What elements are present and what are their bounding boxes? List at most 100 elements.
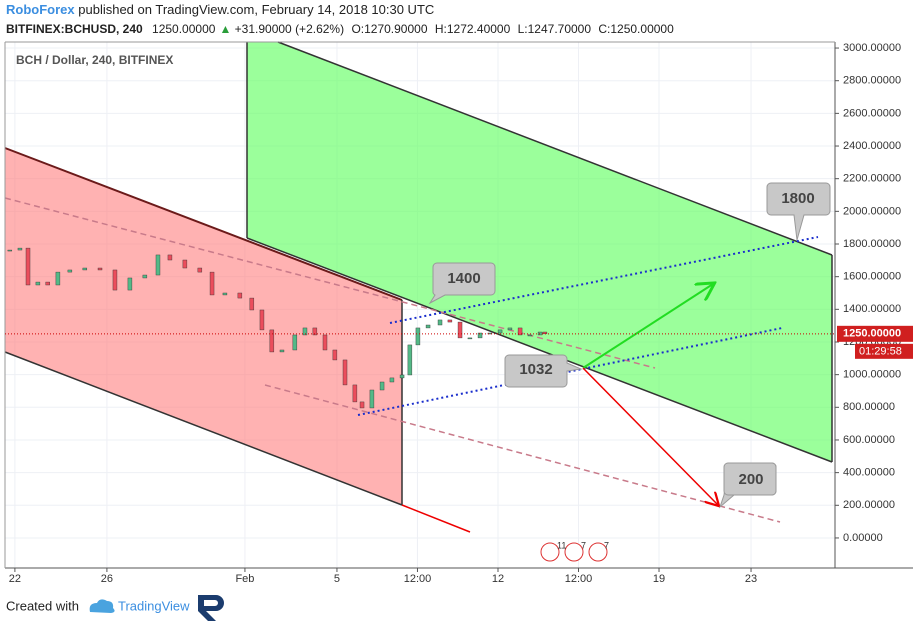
candle (457, 321, 463, 339)
arrow-up (582, 284, 713, 369)
symbol: BITFINEX:BCHUSD, 240 (6, 22, 143, 36)
channel-midline (264, 384, 781, 523)
callout: 1032 (504, 354, 583, 388)
candle (292, 334, 298, 351)
close: C:1250.00000 (598, 22, 674, 36)
candle (279, 349, 285, 353)
callout-label: 1800 (781, 190, 814, 207)
y-tick-label: 1000.00000 (843, 369, 901, 381)
support-line (357, 327, 783, 416)
channel-line (4, 351, 403, 506)
last-price-tag (837, 325, 913, 342)
candle (517, 327, 523, 336)
axis-labels: 0.00000 200.00000 400.00000 600.00000 800.00… (5, 42, 913, 585)
candle (82, 267, 88, 271)
x-tick-label: 22 (9, 573, 21, 585)
candle (45, 281, 50, 286)
candle (259, 309, 265, 331)
callout-label: 200 (738, 471, 763, 488)
candle (359, 401, 365, 409)
candle (209, 271, 215, 296)
candle (97, 267, 103, 271)
high: H:1272.40000 (435, 22, 511, 36)
channel-line (246, 237, 833, 463)
x-tick-label: 12:00 (565, 573, 593, 585)
x-tick-label: 5 (334, 573, 340, 585)
y-tick-label: 2600.00000 (843, 107, 901, 119)
callout-label: 1032 (519, 361, 552, 378)
last-price-label: 1250.00000 (843, 328, 901, 340)
channel-midline (4, 197, 656, 369)
event-count: 7 (581, 540, 586, 550)
open: O:1270.90000 (351, 22, 427, 36)
quote-line: BITFINEX:BCHUSD, 240 1250.00000 ▲ +31.900… (6, 22, 674, 36)
countdown: 01:29:58 (859, 346, 902, 358)
published: published on TradingView.com, February 1… (78, 2, 434, 17)
y-tick-label: 0.00000 (843, 532, 883, 544)
callout-box (428, 262, 496, 305)
x-tick-label: Feb (235, 573, 254, 585)
candle (389, 377, 395, 383)
candle (302, 327, 308, 336)
y-tick-label: 1800.00000 (843, 238, 901, 250)
candles (7, 247, 548, 409)
candle (379, 381, 385, 391)
events: 11 7 7 (540, 540, 609, 562)
candle (542, 331, 548, 335)
candle (55, 271, 61, 286)
callout-box (766, 182, 831, 241)
candle (155, 254, 161, 276)
candle (467, 337, 473, 340)
candle (477, 332, 483, 339)
candle (35, 281, 41, 286)
candle (537, 331, 543, 336)
footer-text: Created with (6, 598, 79, 613)
y-tick-label: 200.00000 (843, 499, 895, 511)
y-tick-label: 2400.00000 (843, 140, 901, 152)
candle (249, 297, 255, 311)
x-tick-label: 12 (492, 573, 504, 585)
event-icon (588, 542, 608, 562)
candle (237, 292, 243, 299)
candle (322, 334, 328, 351)
candle (415, 327, 421, 346)
callout-box (504, 354, 583, 388)
up-arrow: ▲ (219, 22, 231, 36)
candle (425, 324, 431, 329)
candle (352, 384, 358, 403)
header-line: RoboForex published on TradingView.com, … (6, 2, 434, 17)
x-tick-label: 26 (101, 573, 113, 585)
last: 1250.00000 (152, 22, 216, 36)
candle (112, 269, 118, 291)
candle (17, 247, 23, 251)
candle (167, 254, 173, 261)
brand: TradingView (118, 598, 190, 613)
event-icon (540, 542, 560, 562)
channel-line (277, 41, 833, 256)
event-count: 7 (604, 540, 609, 550)
trend-line (401, 504, 471, 533)
callout-label: 1400 (447, 270, 480, 287)
y-tick-label: 3000.00000 (843, 42, 901, 54)
legend: BCH / Dollar, 240, BITFINEX (16, 53, 173, 67)
y-tick-label: 2000.00000 (843, 205, 901, 217)
candle (25, 247, 31, 286)
y-tick-label: 400.00000 (843, 467, 895, 479)
candle (437, 319, 443, 326)
candle (447, 319, 453, 323)
candle (197, 267, 203, 273)
y-tick-label: 600.00000 (843, 434, 895, 446)
arrow-down (582, 367, 718, 505)
countdown-tag (855, 343, 913, 359)
candle (7, 249, 13, 252)
candle (399, 374, 405, 379)
change: +31.90000 (+2.62%) (235, 22, 344, 36)
candle (222, 292, 228, 296)
candle (369, 389, 375, 409)
x-tick-label: 19 (653, 573, 665, 585)
candle (182, 259, 188, 269)
candle (269, 329, 275, 353)
candle (332, 349, 338, 361)
